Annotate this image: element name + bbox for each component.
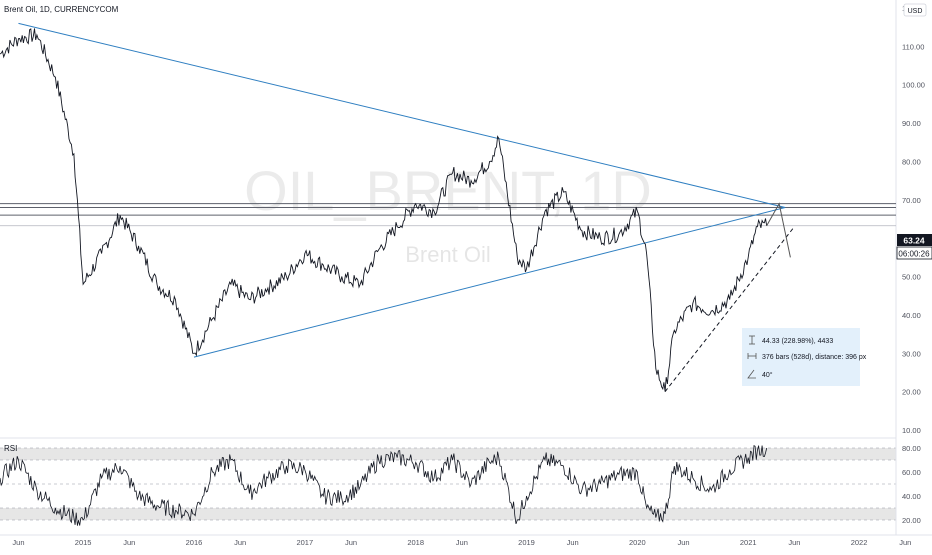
price-tick-label: 100.00 [902,81,925,90]
rsi-bands [0,447,896,521]
bars-range-text: 376 bars (528d), distance: 396 px [762,354,867,361]
price-tick-label: 110.00 [902,42,924,51]
trendlines[interactable] [18,22,795,392]
time-tick-label: Jun [12,538,24,547]
countdown-label: 06:00:26 [896,246,932,260]
price-tick-label: 10.00 [902,426,921,435]
price-axis[interactable]: 120.00110.00100.0090.0080.0070.0060.0050… [902,4,925,435]
rsi-tick-label: 60.00 [902,468,921,477]
price-tick-label: 30.00 [902,349,921,358]
time-tick-label: 2015 [75,538,92,547]
price-range-icon [749,335,755,345]
price-tick-label: 70.00 [902,196,921,205]
currency-label: USD [908,8,923,15]
symbol-title: Brent Oil, 1D, CURRENCYCOM [4,5,119,14]
time-tick-label: 2022 [851,538,868,547]
time-tick-label: Jun [234,538,246,547]
time-tick-label: 2020 [629,538,646,547]
time-tick-label: Jun [123,538,135,547]
time-tick-label: Jun [677,538,689,547]
time-tick-label: Jun [899,538,911,547]
angle-icon [747,369,756,379]
rsi-oversold-band [0,508,896,520]
price-tick-label: 80.00 [902,157,921,166]
rsi-tick-label: 20.00 [902,516,921,525]
price-line [0,28,768,392]
time-tick-label: Jun [788,538,800,547]
price-tick-label: 90.00 [902,119,921,128]
rsi-tick-label: 80.00 [902,444,921,453]
time-tick-label: Jun [345,538,357,547]
price-tick-label: 50.00 [902,273,921,282]
price-tick-label: 40.00 [902,311,921,320]
last-price-value: 63.24 [903,236,925,246]
time-axis[interactable]: Jun 2015 Jun 2016 Jun 2017 Jun 2018 Jun 2019 Jun 20… [12,538,911,547]
last-price-label: 63.24 [897,234,932,246]
price-range-text: 44.33 (228.98%), 4433 [762,338,833,345]
watermark-ticker: OIL_BRENT, 1D [244,159,652,222]
angle-text: 40° [762,371,773,379]
rsi-overbought-band [0,448,896,460]
currency-button[interactable]: USD [903,3,927,17]
watermark-name: Brent Oil [405,242,491,267]
rsi-axis[interactable]: 80.00 60.00 40.00 20.00 [902,444,921,525]
trendline[interactable] [18,22,786,208]
time-tick-label: 2016 [186,538,203,547]
rsi-label: RSI [4,444,17,453]
projection-arrow[interactable] [766,202,791,258]
time-tick-label: 2017 [296,538,313,547]
horizontal-levels[interactable] [0,203,896,227]
time-tick-label: Jun [456,538,468,547]
bars-range-icon [747,353,757,359]
rsi-line [0,444,768,526]
price-tick-label: 20.00 [902,388,921,397]
time-tick-label: 2018 [407,538,424,547]
measure-tooltip[interactable]: 44.33 (228.98%), 4433 376 bars (528d), d… [742,328,867,386]
countdown-value: 06:00:26 [898,250,930,259]
trendline[interactable] [193,207,786,358]
time-tick-label: 2019 [518,538,535,547]
time-tick-label: 2021 [740,538,757,547]
rsi-tick-label: 40.00 [902,492,921,501]
time-tick-label: Jun [567,538,579,547]
